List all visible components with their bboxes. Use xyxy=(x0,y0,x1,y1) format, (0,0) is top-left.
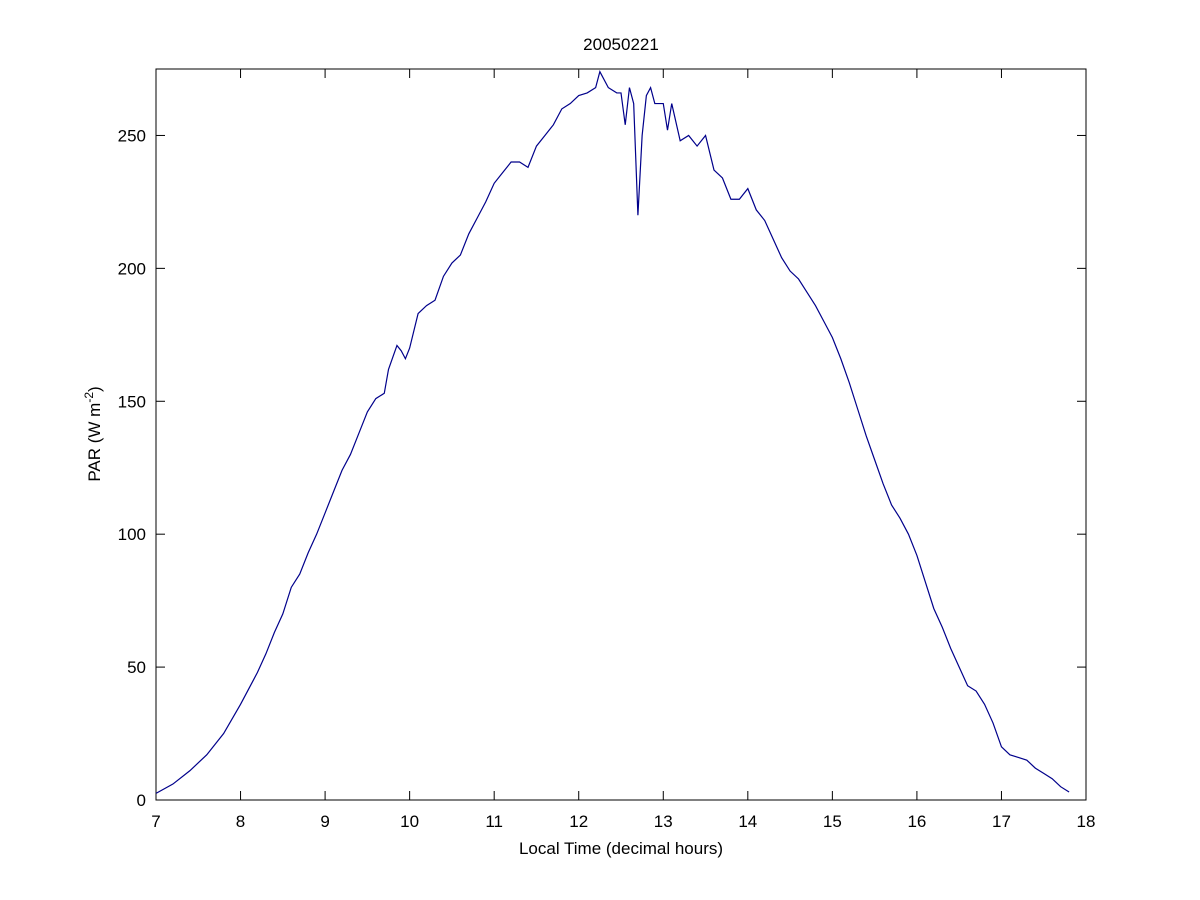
y-tick-label: 200 xyxy=(118,259,146,278)
y-axis-label-sup: -2 xyxy=(82,392,96,403)
x-tick-label: 14 xyxy=(738,812,757,831)
y-tick-label: 150 xyxy=(118,392,146,411)
plot-area xyxy=(155,68,1087,801)
x-tick-label: 16 xyxy=(907,812,926,831)
y-axis-label-end: ) xyxy=(85,386,104,392)
data-line xyxy=(155,70,1070,794)
x-tick-label: 15 xyxy=(823,812,842,831)
x-tick-label: 13 xyxy=(654,812,673,831)
x-axis-label: Local Time (decimal hours) xyxy=(519,839,723,858)
chart-title: 20050221 xyxy=(583,35,659,54)
x-tick-label: 18 xyxy=(1077,812,1096,831)
x-tick-label: 8 xyxy=(236,812,245,831)
x-tick-label: 9 xyxy=(320,812,329,831)
y-tick-label: 50 xyxy=(127,658,146,677)
y-axis-label: PAR (W m-2) xyxy=(82,386,104,481)
x-tick-label: 11 xyxy=(485,812,503,831)
x-tick-label: 7 xyxy=(151,812,160,831)
y-tick-label: 100 xyxy=(118,525,146,544)
y-tick-label: 0 xyxy=(137,791,146,810)
x-tick-label: 12 xyxy=(569,812,588,831)
y-axis-label-text: PAR (W m xyxy=(85,403,104,482)
y-tick-label: 250 xyxy=(118,126,146,145)
x-tick-label: 17 xyxy=(992,812,1011,831)
x-tick-label: 10 xyxy=(400,812,419,831)
